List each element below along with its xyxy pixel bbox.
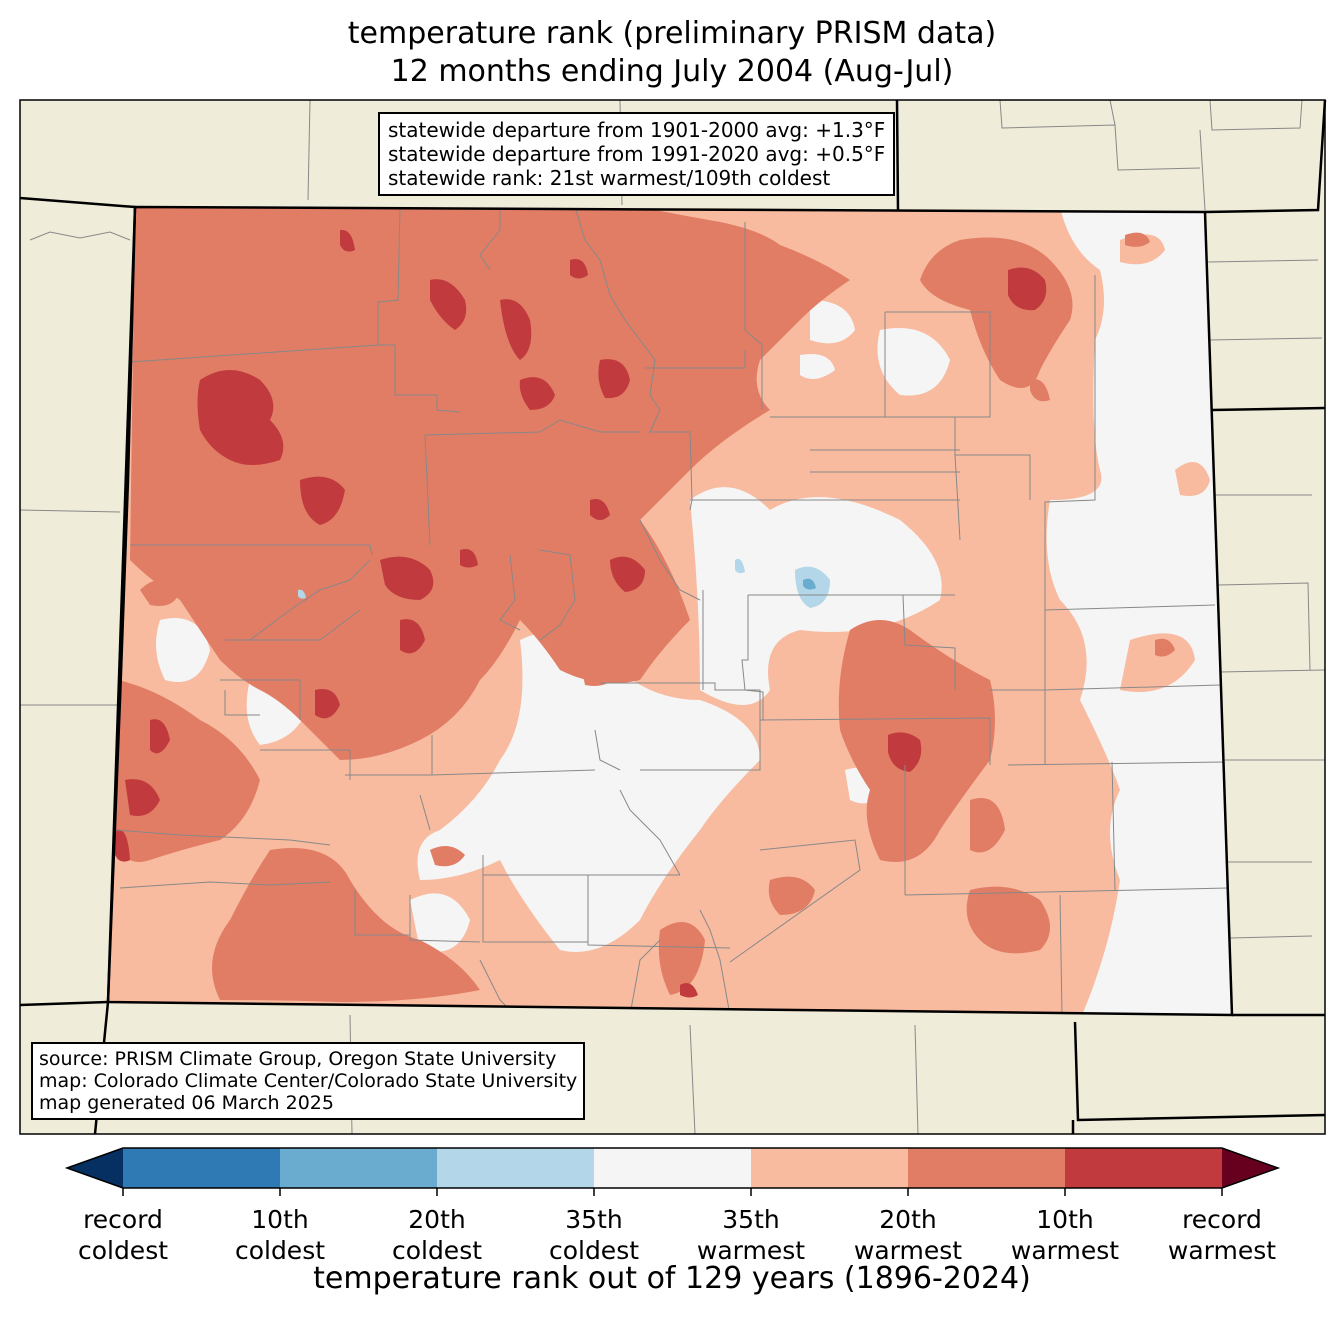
colorbar-tick-label-line1: 35th	[722, 1205, 780, 1234]
colorbar-tick-label-line2: coldest	[391, 1236, 483, 1265]
colorbar-tick-label: 10th warmest	[995, 1204, 1135, 1266]
source-line-2: map: Colorado Climate Center/Colorado St…	[39, 1070, 578, 1092]
colorbar-tick-label-line2: warmest	[696, 1236, 806, 1265]
colorbar-arrow-warm	[1222, 1148, 1278, 1188]
rank-contours	[108, 207, 1231, 1015]
source-line-1: source: PRISM Climate Group, Oregon Stat…	[39, 1048, 557, 1070]
statewide-stats-box: statewide departure from 1901-2000 avg: …	[378, 112, 896, 196]
map-title-line2: 12 months ending July 2004 (Aug-Jul)	[390, 54, 954, 89]
colorbar-tick-label: 10th coldest	[210, 1204, 350, 1266]
stats-line-2: statewide departure from 1991-2020 avg: …	[388, 142, 886, 166]
colorbar-segment	[594, 1148, 752, 1188]
colorbar-segment	[908, 1148, 1066, 1188]
stats-line-3: statewide rank: 21st warmest/109th colde…	[388, 166, 831, 190]
source-line-3: map generated 06 March 2025	[39, 1092, 334, 1114]
colorbar-tick-label-line1: 20th	[408, 1205, 466, 1234]
colorbar-segment	[280, 1148, 438, 1188]
cold-spots	[298, 558, 830, 608]
colorbar-tick-label: 35th coldest	[524, 1204, 664, 1266]
colorbar	[64, 1147, 1281, 1196]
map-frame	[19, 99, 1326, 1135]
colorbar-tick-label-line1: 10th	[1036, 1205, 1094, 1234]
colorbar-segment	[751, 1148, 909, 1188]
colorbar-tick-label-line1: 10th	[251, 1205, 309, 1234]
colorbar-tick-label-line2: coldest	[77, 1236, 169, 1265]
map-title-line1: temperature rank (preliminary PRISM data…	[347, 16, 997, 51]
colorbar-tick-label-line1: 35th	[565, 1205, 623, 1234]
colorbar-tick-label: 20th coldest	[367, 1204, 507, 1266]
county-lines	[114, 207, 1231, 1015]
colorbar-title: temperature rank out of 129 years (1896-…	[313, 1261, 1031, 1296]
colorbar-tick-label-line1: record	[1182, 1205, 1262, 1234]
colorbar-tick-label: record warmest	[1152, 1204, 1292, 1266]
colorbar-tick-label-line2: warmest	[1010, 1236, 1120, 1265]
colorbar-tick-label-line2: coldest	[548, 1236, 640, 1265]
colorbar-tick-label: 20th warmest	[838, 1204, 978, 1266]
colorbar-arrow-cold	[67, 1148, 123, 1188]
stats-line-1: statewide departure from 1901-2000 avg: …	[388, 118, 886, 142]
colorbar-tick-label-line2: coldest	[234, 1236, 326, 1265]
colorbar-tick-label-line1: 20th	[879, 1205, 937, 1234]
colorbar-tick-label-line2: warmest	[853, 1236, 963, 1265]
colorbar-segment	[1065, 1148, 1223, 1188]
colorbar-segment	[123, 1148, 281, 1188]
colorbar-tick-label: record coldest	[53, 1204, 193, 1266]
colorbar-tick-label: 35th warmest	[681, 1204, 821, 1266]
source-box: source: PRISM Climate Group, Oregon Stat…	[31, 1042, 586, 1120]
colorbar-segment	[437, 1148, 595, 1188]
colorbar-tick-label-line1: record	[83, 1205, 163, 1234]
colorbar-tick-label-line2: warmest	[1167, 1236, 1277, 1265]
